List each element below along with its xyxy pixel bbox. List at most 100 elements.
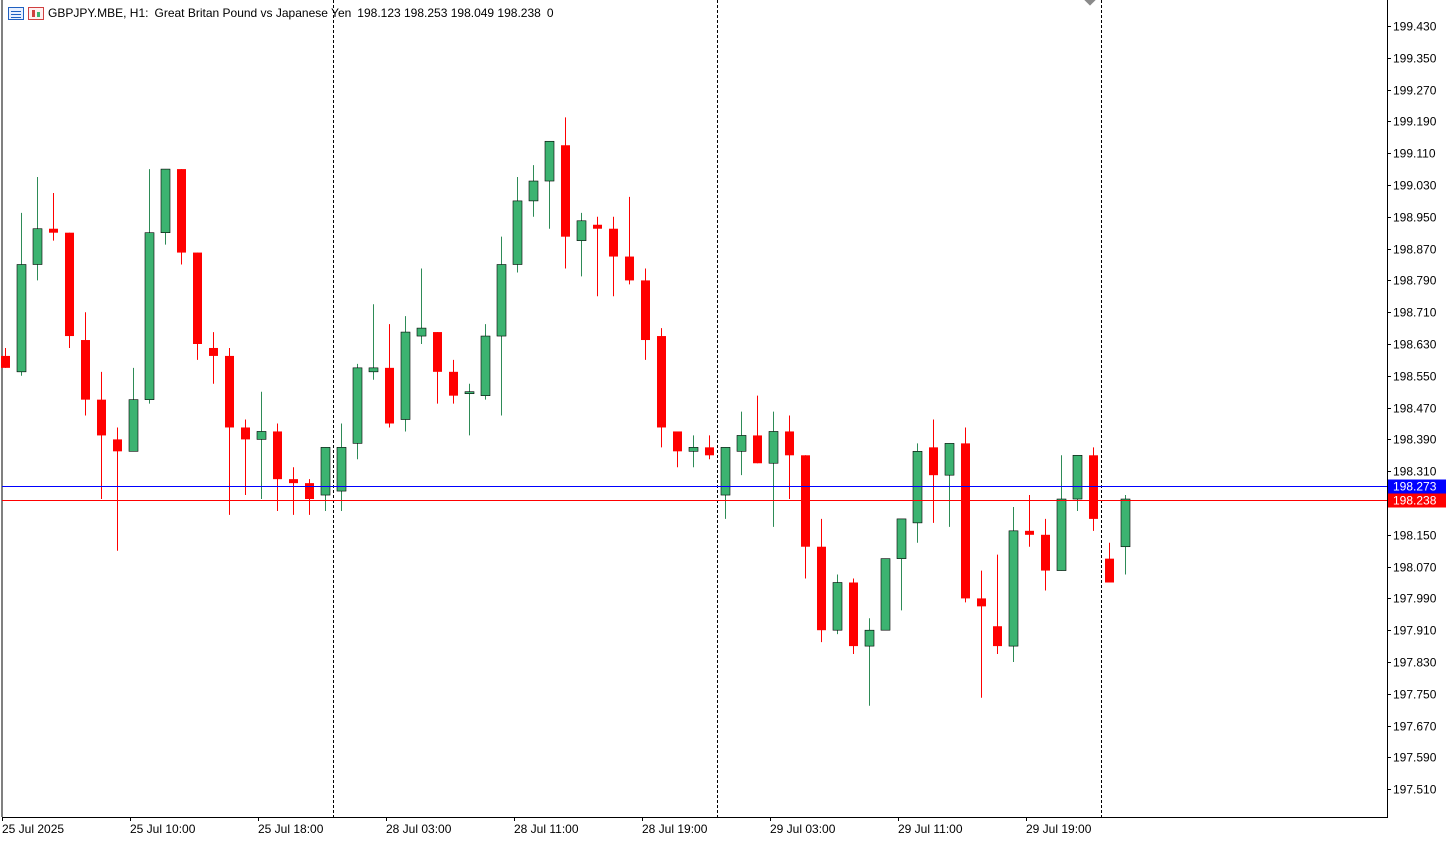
y-tick-label: 198.390 — [1393, 433, 1437, 447]
x-tick-label: 28 Jul 19:00 — [642, 822, 708, 836]
x-tick-label: 29 Jul 03:00 — [770, 822, 836, 836]
y-tick-label: 199.190 — [1393, 115, 1437, 129]
candle-body — [113, 439, 122, 452]
candle-body — [593, 224, 602, 229]
candle-body — [193, 252, 202, 344]
candle-body — [641, 280, 650, 341]
y-tick-label: 198.710 — [1393, 306, 1437, 320]
y-tick-label: 197.910 — [1393, 624, 1437, 638]
candle-body — [81, 340, 90, 400]
candle-body — [720, 447, 731, 496]
candle-body — [449, 371, 458, 396]
candle-body — [1120, 498, 1131, 548]
ask-price-badge — [1388, 479, 1446, 494]
candle-body — [1089, 455, 1098, 519]
x-tick-label: 25 Jul 2025 — [2, 822, 64, 836]
chart-icon[interactable] — [28, 6, 44, 20]
candle-body — [1008, 530, 1019, 647]
candle-body — [977, 598, 986, 607]
candle-body — [273, 431, 282, 480]
candle-body — [97, 399, 106, 436]
candle-body — [705, 447, 714, 456]
symbol-description: Great Britan Pound vs Japanese Yen — [154, 6, 352, 20]
candle-body — [305, 483, 314, 500]
candle-body — [225, 355, 234, 428]
candle-body — [289, 479, 298, 484]
symbol-label: GBPJPY.MBE, H1: — [48, 6, 149, 20]
y-tick-label: 199.430 — [1393, 20, 1437, 34]
candle-body — [336, 447, 347, 492]
candle-body — [929, 447, 938, 476]
candle-body — [864, 629, 875, 647]
candle-body — [160, 168, 171, 234]
candle-body — [464, 391, 475, 395]
candle-body — [241, 427, 250, 440]
y-tick-label: 197.830 — [1393, 656, 1437, 670]
y-tick-label: 198.070 — [1393, 561, 1437, 575]
candle-body — [736, 435, 747, 452]
candle-body — [209, 347, 218, 356]
candle-body — [880, 558, 891, 631]
y-tick-label: 199.270 — [1393, 84, 1437, 98]
x-tick-label: 28 Jul 03:00 — [386, 822, 452, 836]
y-tick-label: 197.990 — [1393, 592, 1437, 606]
candle-body — [961, 443, 970, 599]
candle-body — [16, 264, 27, 373]
candle-body — [32, 228, 43, 265]
y-tick-label: 197.510 — [1393, 783, 1437, 797]
ask-price-label: 198.273 — [1393, 480, 1437, 494]
candle-body — [1056, 498, 1067, 571]
y-tick-label: 198.790 — [1393, 274, 1437, 288]
candle-body — [528, 180, 539, 202]
y-tick-label: 197.750 — [1393, 688, 1437, 702]
ohlc-values: 198.123 198.253 198.049 198.238 — [357, 6, 541, 20]
menu-icon[interactable] — [8, 6, 24, 20]
volume-value: 0 — [546, 6, 554, 20]
chart-header: GBPJPY.MBE, H1: Great Britan Pound vs Ja… — [8, 4, 560, 22]
x-tick-label: 25 Jul 18:00 — [258, 822, 324, 836]
y-tick-label: 198.870 — [1393, 243, 1437, 257]
candle-body — [912, 451, 923, 524]
y-tick-label: 198.950 — [1393, 211, 1437, 225]
candle-body — [657, 336, 666, 428]
y-tick-label: 199.350 — [1393, 52, 1437, 66]
candle-body — [400, 331, 411, 420]
candle-body — [1, 355, 10, 368]
candle-body — [480, 335, 491, 396]
x-tick-label: 28 Jul 11:00 — [514, 822, 579, 836]
candle-body — [849, 582, 858, 647]
candle-body — [673, 431, 682, 452]
candle-body — [512, 200, 523, 265]
candle-body — [1072, 454, 1083, 500]
candle-body — [832, 582, 843, 631]
candle-body — [625, 256, 634, 281]
x-tick-label: 29 Jul 19:00 — [1026, 822, 1092, 836]
y-tick-label: 198.470 — [1393, 402, 1437, 416]
candle-body — [993, 626, 1002, 647]
candle-body — [1105, 558, 1114, 583]
y-tick-label: 199.030 — [1393, 179, 1437, 193]
candle-body — [576, 220, 587, 241]
candle-body — [320, 447, 331, 496]
candle-body — [944, 443, 955, 476]
candle-body — [352, 367, 363, 444]
candle-body — [609, 228, 618, 257]
candle-body — [65, 232, 74, 337]
candle-body — [49, 228, 58, 233]
candle-body — [801, 455, 810, 547]
y-tick-label: 198.310 — [1393, 465, 1437, 479]
candle-body — [753, 435, 762, 464]
candle-body — [1041, 534, 1050, 571]
candle-body — [688, 447, 699, 452]
candle-body — [128, 399, 139, 452]
candle-body — [416, 327, 427, 337]
candle-body — [144, 232, 155, 400]
candle-body — [561, 145, 570, 237]
bid-price-label: 198.238 — [1393, 494, 1437, 508]
bid-price-badge — [1388, 493, 1446, 508]
candle-body — [817, 546, 826, 631]
candle-body — [896, 518, 907, 559]
y-tick-label: 198.630 — [1393, 338, 1437, 352]
